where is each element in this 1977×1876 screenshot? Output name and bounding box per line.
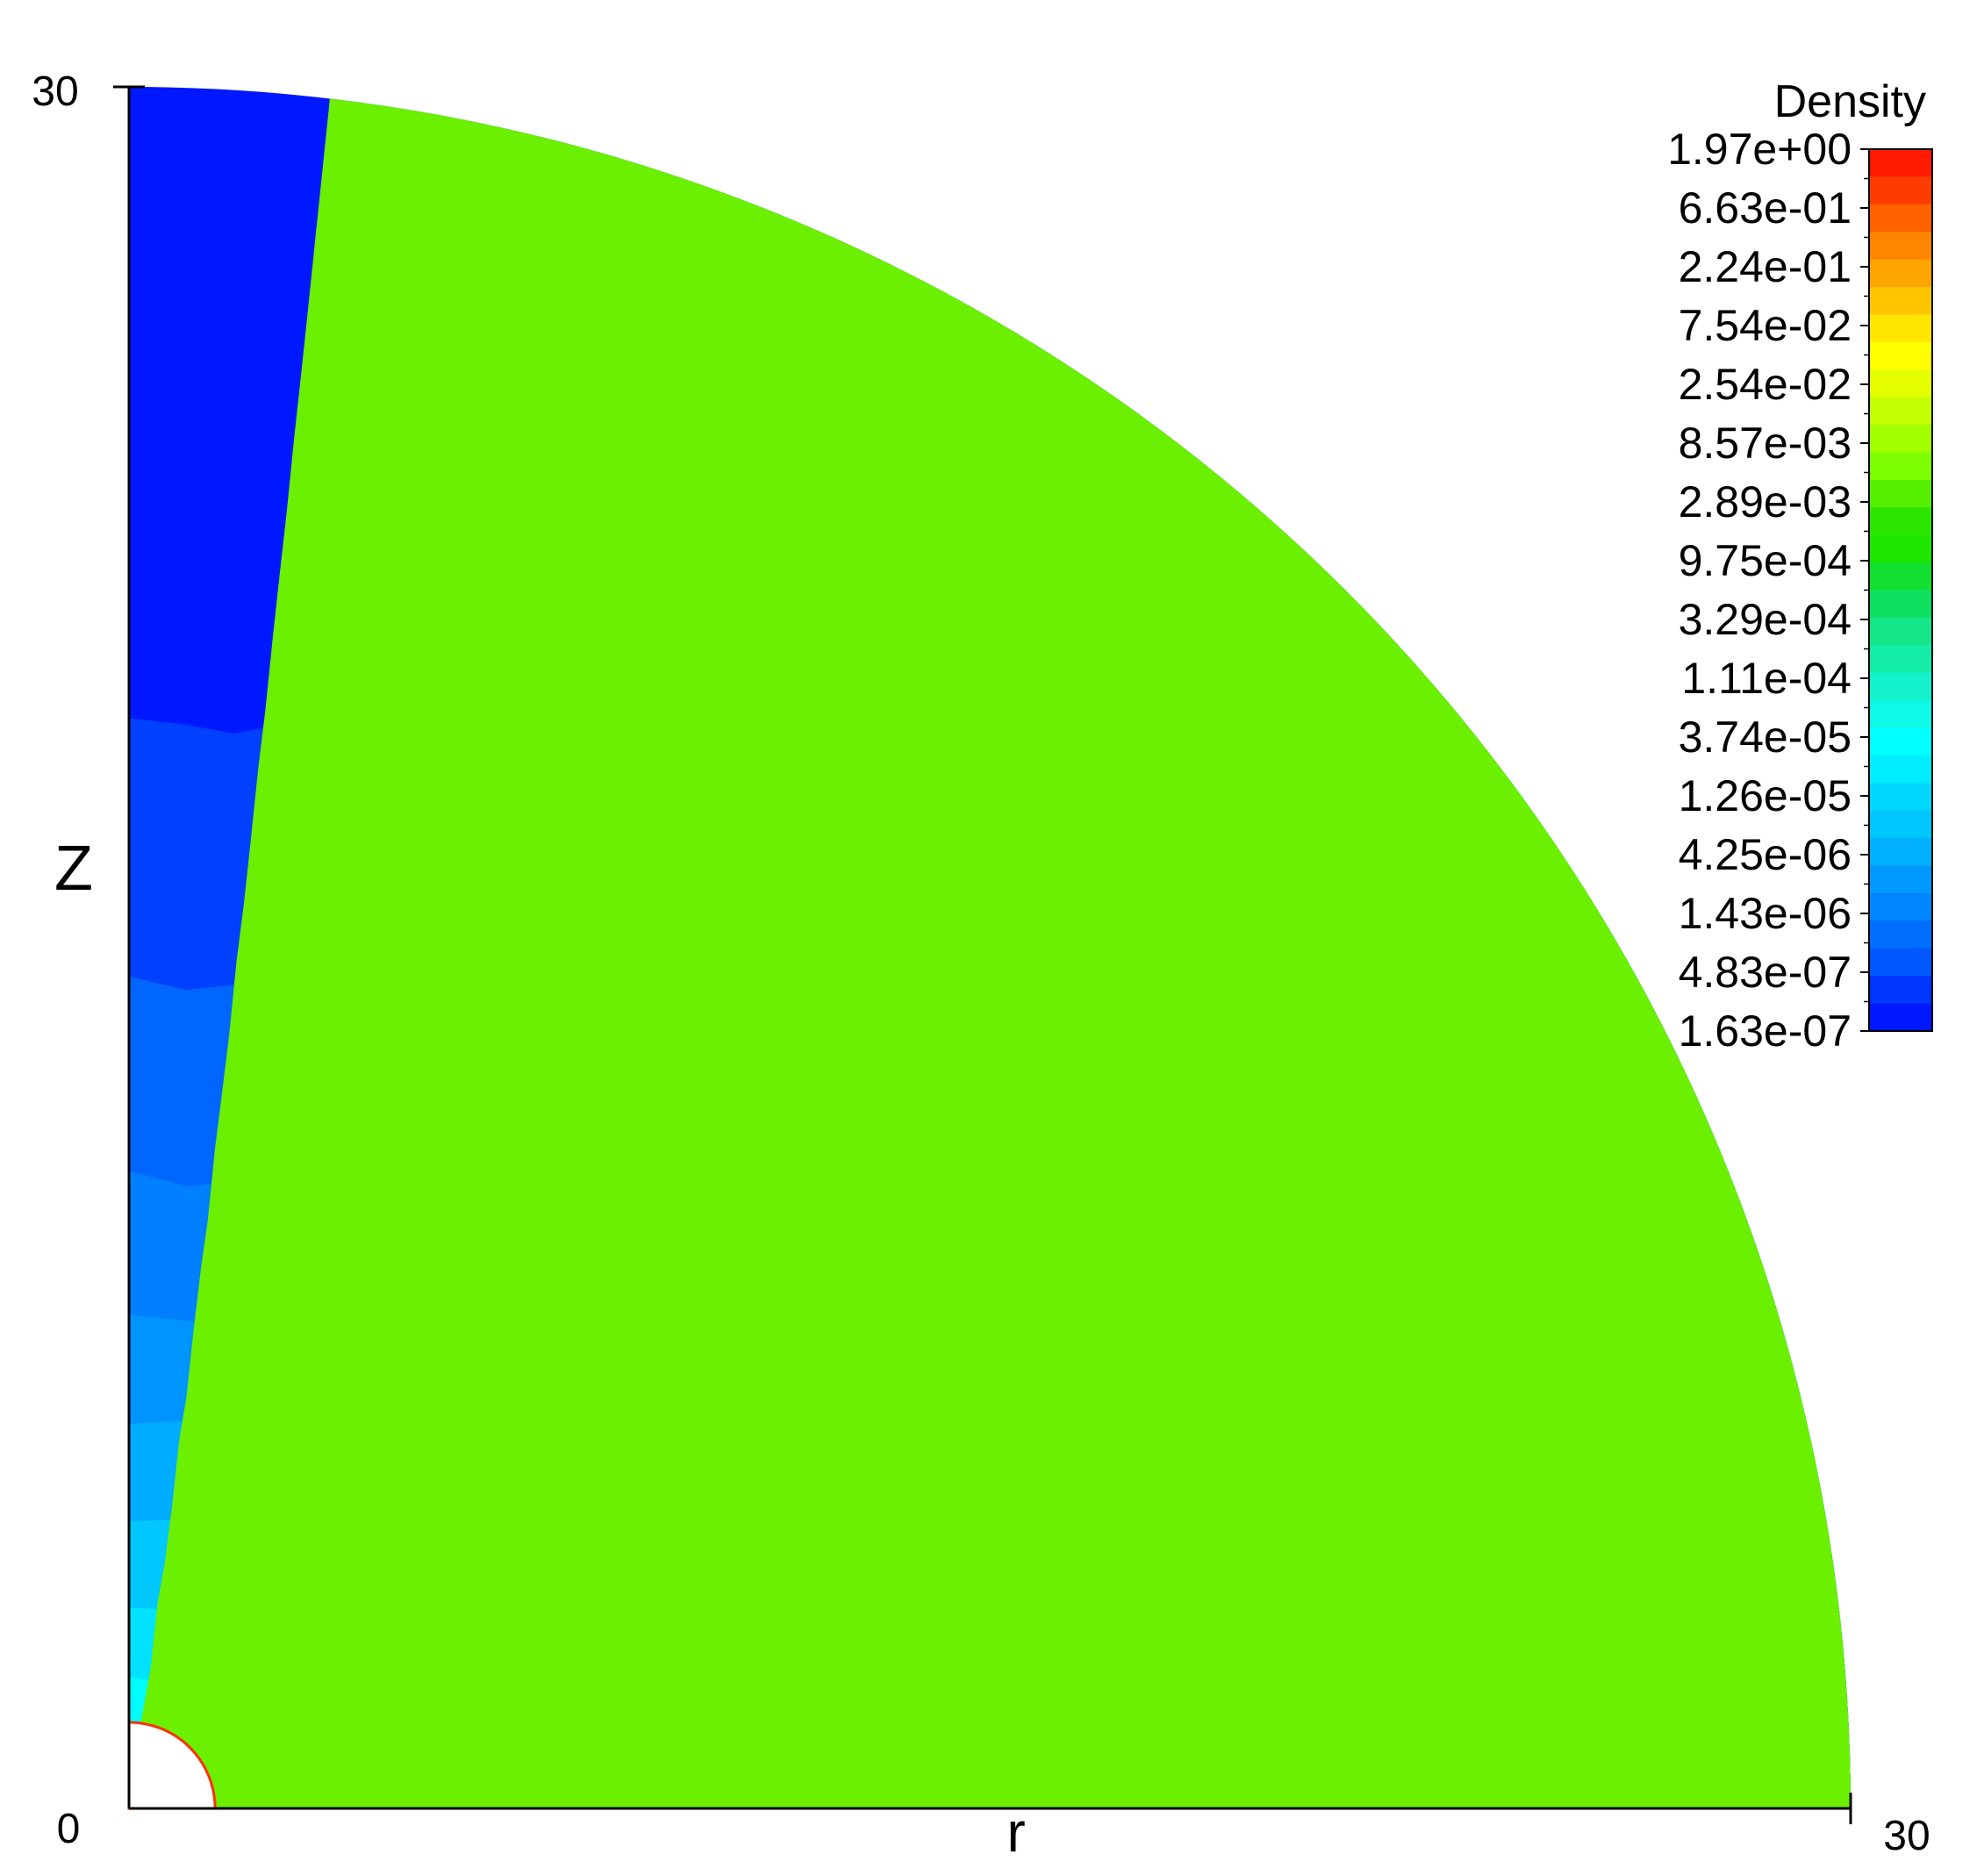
colorbar-swatch-5 [1869,287,1932,316]
colorbar-swatch-30 [1869,976,1932,1005]
colorbar-swatch-17 [1869,617,1932,646]
colorbar-swatch-21 [1869,727,1932,756]
colorbar-label-5: 8.57e-03 [1679,419,1852,468]
colorbar-swatch-7 [1869,341,1932,370]
colorbar [1868,148,1933,1032]
contour-band-11 [129,98,1851,1808]
colorbar-label-4: 2.54e-02 [1679,360,1852,409]
colorbar-swatch-14 [1869,534,1932,563]
colorbar-swatch-27 [1869,892,1932,921]
axes [113,85,1852,1824]
colorbar-swatch-8 [1869,369,1932,398]
colorbar-swatch-11 [1869,452,1932,481]
colorbar-swatch-18 [1869,645,1932,674]
colorbar-label-9: 1.11e-04 [1681,654,1852,703]
colorbar-label-10: 3.74e-05 [1679,712,1852,762]
colorbar-swatch-23 [1869,783,1932,812]
colorbar-label-11: 1.26e-05 [1679,771,1852,820]
colorbar-label-13: 1.43e-06 [1679,889,1852,938]
colorbar-swatch-2 [1869,204,1932,233]
colorbar-labels: 1.97e+00 6.63e-01 2.24e-01 7.54e-02 2.54e-02… [1667,125,1869,1056]
colorbar-swatch-0 [1869,149,1932,178]
colorbar-swatch-6 [1869,314,1932,343]
colorbar-label-3: 7.54e-02 [1679,301,1852,350]
x-axis-label: r [1006,1801,1025,1864]
contour-bands [129,87,1851,1808]
colorbar-swatch-25 [1869,838,1932,867]
colorbar-swatch-12 [1869,479,1932,508]
colorbar-swatch-28 [1869,920,1932,949]
colorbar-swatch-24 [1869,810,1932,839]
colorbar-title: Density [1774,76,1926,127]
colorbar-swatch-16 [1869,590,1932,619]
colorbar-swatch-29 [1869,948,1932,977]
x-tick-label-30: 30 [1883,1813,1930,1859]
colorbar-swatch-9 [1869,397,1932,426]
colorbar-swatch-20 [1869,700,1932,729]
colorbar-label-7: 9.75e-04 [1679,536,1852,585]
colorbar-swatch-13 [1869,507,1932,536]
colorbar-label-14: 4.83e-07 [1679,948,1852,997]
colorbar-swatch-26 [1869,865,1932,894]
colorbar-label-6: 2.89e-03 [1679,477,1852,526]
inner-hole [127,1721,217,1810]
colorbar-label-0: 1.97e+00 [1667,125,1852,174]
colorbar-label-1: 6.63e-01 [1679,183,1852,233]
colorbar-swatch-1 [1869,176,1932,205]
y-tick-label-30: 30 [32,68,78,115]
colorbar-swatch-4 [1869,259,1932,288]
colorbar-label-15: 1.63e-07 [1679,1006,1852,1056]
colorbar-label-8: 3.29e-04 [1679,595,1852,644]
colorbar-swatch-22 [1869,755,1932,784]
colorbar-label-12: 4.25e-06 [1679,830,1852,879]
y-axis-label: Z [54,834,93,904]
x-tick-label-0: 0 [57,1806,81,1852]
colorbar-swatch-15 [1869,562,1932,591]
colorbar-swatch-31 [1869,1003,1932,1032]
colorbar-swatch-19 [1869,672,1932,701]
colorbar-swatch-10 [1869,425,1932,454]
colorbar-swatch-3 [1869,232,1932,261]
colorbar-label-2: 2.24e-01 [1679,242,1852,291]
